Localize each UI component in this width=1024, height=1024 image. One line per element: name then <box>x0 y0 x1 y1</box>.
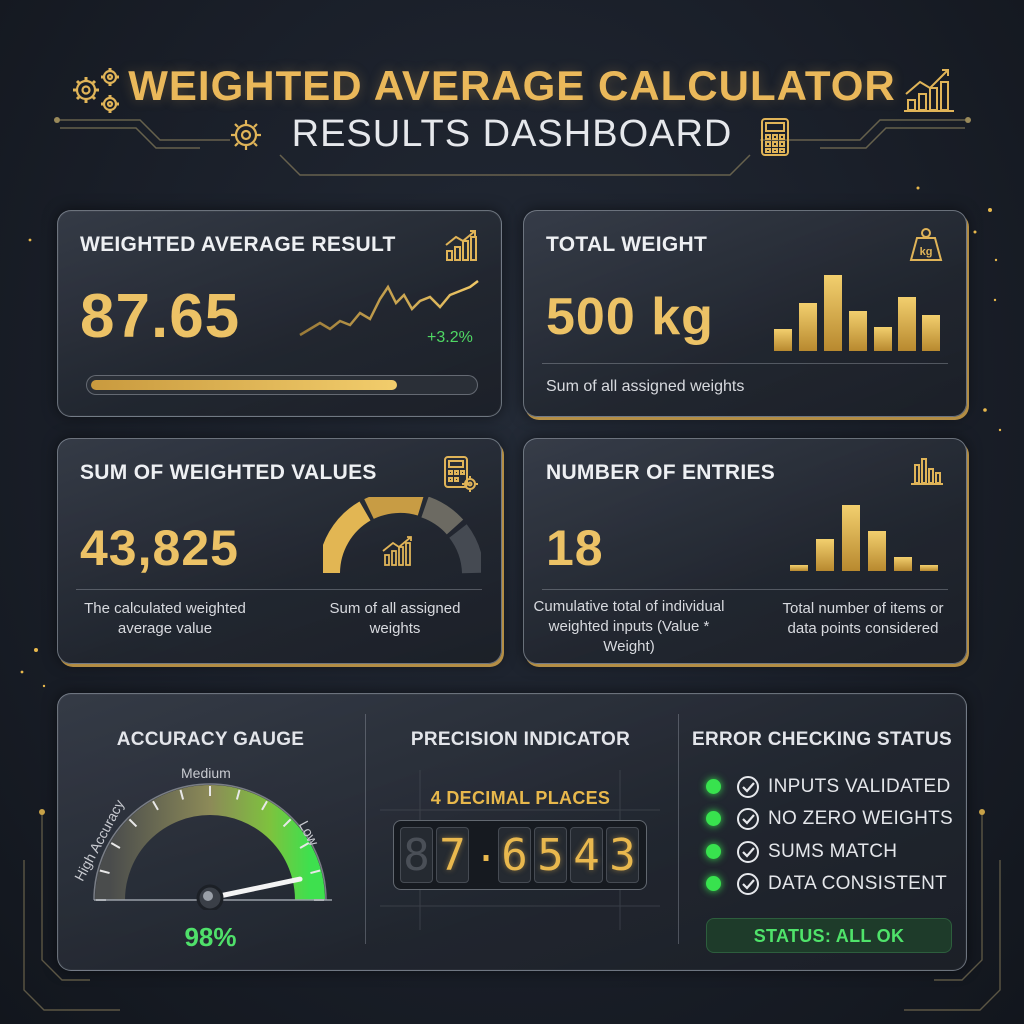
check-circle-icon <box>737 841 759 863</box>
header-circuit-lines <box>54 117 971 176</box>
weighted-average-title: WEIGHTED AVERAGE RESULT <box>80 233 396 256</box>
gauge-label-medium: Medium <box>181 765 231 781</box>
bar-chart-icon <box>904 69 954 112</box>
kg-weight-icon: kg <box>909 228 943 261</box>
page-subtitle: RESULTS DASHBOARD <box>291 113 733 155</box>
gear-icon <box>231 120 261 150</box>
entries-value: 18 <box>546 520 604 576</box>
gauge-tick <box>179 789 185 800</box>
entries-card: NUMBER OF ENTRIES 18 Cumulative total of… <box>523 438 967 664</box>
progress-fill <box>91 380 397 390</box>
weighted-average-card: WEIGHTED AVERAGE RESULT 87.65 +3.2% <box>57 210 502 417</box>
gauge-tick <box>235 789 241 800</box>
accuracy-title: ACCURACY GAUGE <box>116 729 305 750</box>
footer-circuit-lines <box>23 809 1001 1011</box>
card-divider <box>542 589 948 590</box>
status-dot <box>706 844 721 859</box>
total-weight-caption: Sum of all assigned weights <box>546 378 745 395</box>
section-separator <box>365 714 366 944</box>
page-title: WEIGHTED AVERAGE CALCULATOR <box>128 62 896 109</box>
check-circle-icon <box>737 808 759 830</box>
check-label: DATA CONSISTENT <box>768 873 948 894</box>
total-weight-value: 500 kg <box>546 288 714 346</box>
error-status-title: ERROR CHECKING STATUS <box>692 729 952 750</box>
bar-chart-trend-icon <box>445 230 477 261</box>
trend-sparkline <box>299 280 479 337</box>
gauge-tick <box>128 818 138 828</box>
header: WEIGHTED AVERAGE CALCULATOR RESULTS DASH… <box>0 0 1024 190</box>
check-label: INPUTS VALIDATED <box>768 776 951 797</box>
total-weight-card: TOTAL WEIGHT kg 500 kg Sum of all assign… <box>523 210 967 417</box>
check-label: SUMS MATCH <box>768 841 898 862</box>
precision-label: 4 DECIMAL PLACES <box>430 788 611 808</box>
sum-weighted-caption-left: The calculated weighted average value <box>84 600 246 637</box>
weight-bar-chart <box>774 275 940 351</box>
sum-weighted-title: SUM OF WEIGHTED VALUES <box>80 461 377 484</box>
precision-title: PRECISION INDICATOR <box>410 729 631 750</box>
check-circle-icon <box>737 776 759 798</box>
bar-chart-icon <box>911 458 943 485</box>
status-dot <box>706 876 721 891</box>
precision-grid <box>380 770 660 930</box>
gauge-tick <box>282 818 292 828</box>
svg-text:kg: kg <box>920 246 933 258</box>
precision-digit-display: 8 7 . 6 5 4 3 <box>393 820 647 890</box>
status-badge: STATUS: ALL OK <box>706 918 952 953</box>
gauge-tick <box>261 800 268 811</box>
sum-weighted-caption-right: Sum of all assigned weights <box>329 600 461 637</box>
card-divider <box>76 589 482 590</box>
weighted-average-value: 87.65 <box>80 282 241 351</box>
status-dot <box>706 779 721 794</box>
digit: 3 <box>606 827 639 883</box>
check-circle-icon <box>737 873 759 895</box>
entries-caption-left: Cumulative total of individual weighted … <box>533 598 725 655</box>
gauge-tick <box>152 800 159 811</box>
entries-bar-chart <box>790 505 938 571</box>
calculator-gear-icon <box>444 456 478 492</box>
gauge-tick <box>99 869 110 875</box>
digit: 6 <box>498 827 531 883</box>
gears-icon <box>73 68 119 113</box>
accuracy-value: 98% <box>184 922 237 952</box>
sum-arc-gauge <box>323 497 481 574</box>
status-dot <box>706 811 721 826</box>
accuracy-gauge <box>93 783 332 910</box>
entries-title: NUMBER OF ENTRIES <box>546 461 776 484</box>
entries-caption-right: Total number of items or data points con… <box>782 600 944 637</box>
digit: 8 <box>400 827 433 883</box>
calculator-icon <box>761 118 789 156</box>
gauge-tick <box>110 842 121 849</box>
gauge-tick <box>299 842 310 849</box>
gauge-tick <box>310 869 321 875</box>
digit: 7 <box>436 827 469 883</box>
total-weight-title: TOTAL WEIGHT <box>546 233 708 256</box>
digit: 4 <box>570 827 603 883</box>
card-divider <box>542 363 948 364</box>
decimal-point: . <box>474 825 499 871</box>
digit: 5 <box>534 827 567 883</box>
change-percent: +3.2% <box>427 329 473 346</box>
sum-weighted-value: 43,825 <box>80 520 239 576</box>
check-label: NO ZERO WEIGHTS <box>768 808 953 829</box>
section-separator <box>678 714 679 944</box>
progress-track <box>86 375 478 395</box>
sum-weighted-card: SUM OF WEIGHTED VALUES 43,825 The calcul… <box>57 438 502 664</box>
